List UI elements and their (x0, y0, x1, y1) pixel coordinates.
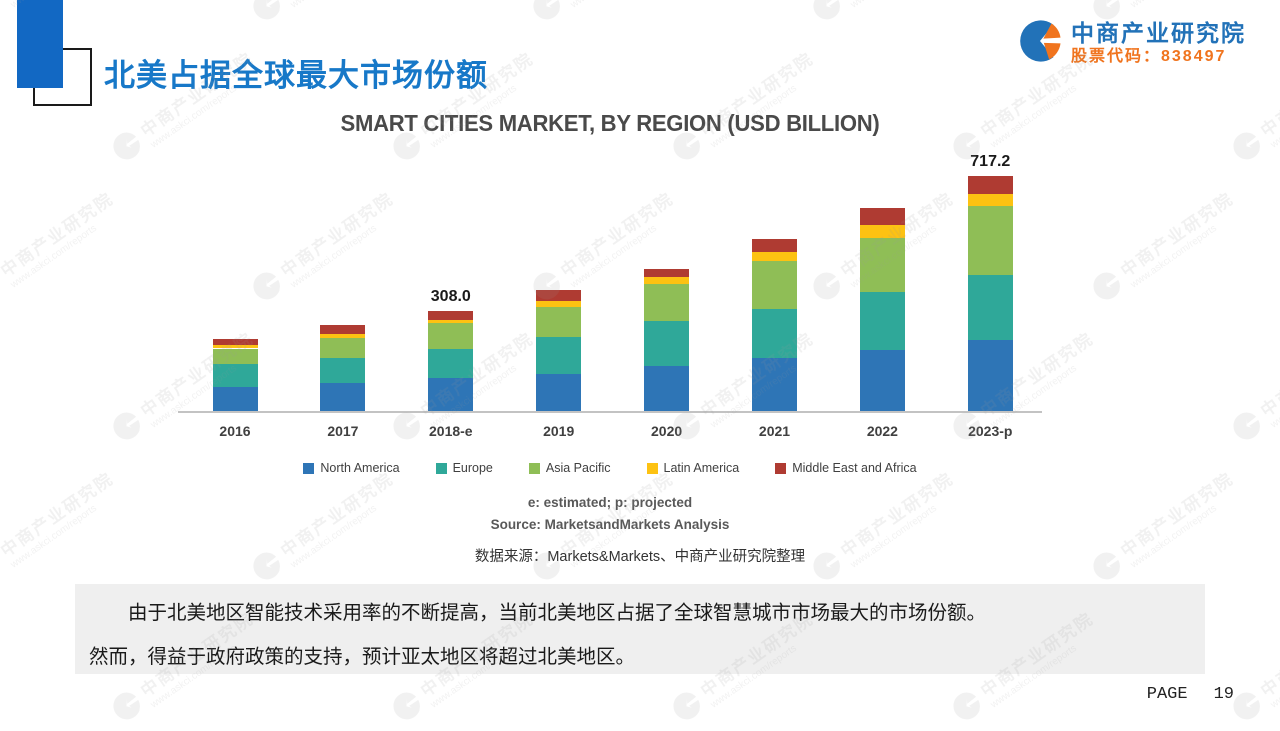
company-name: 中商产业研究院 (1071, 20, 1246, 47)
page-title: 北美占据全球最大市场份额 (104, 58, 488, 93)
summary-line-1: 由于北美地区智能技术采用率的不断提高，当前北美地区占据了全球智慧城市市场最大的市… (128, 603, 987, 624)
stock-code-label: 股票代码：838497 (1071, 48, 1227, 66)
bar-segment-latin-america (644, 277, 690, 285)
bar-segment-north-america (428, 378, 474, 412)
bar-segment-latin-america (752, 252, 797, 261)
chart-note-source: Source: MarketsandMarkets Analysis (490, 517, 730, 532)
summary-line-2: 然而，得益于政府政策的支持，预计亚太地区将超过北美地区。 (89, 647, 636, 668)
legend-swatch (435, 462, 447, 474)
bar-value-label: 717.2 (970, 153, 1011, 171)
bar-segment-europe (859, 291, 905, 350)
legend-item-latin-america: Latin America (646, 461, 740, 475)
bar-segment-middle-east-and-africa (967, 176, 1013, 194)
x-axis-tick-label: 2022 (866, 423, 898, 439)
bar-segment-europe (644, 321, 690, 366)
bar-segment-asia-pacific (644, 284, 690, 322)
page-label: PAGE (1146, 685, 1188, 704)
bar-segment-europe (536, 336, 582, 375)
bar-segment-europe (320, 358, 366, 383)
chart-title: SMART CITIES MARKET, BY REGION (USD BILL… (340, 110, 880, 136)
bar-segment-latin-america (320, 333, 366, 338)
legend-item-north-america: North America (303, 461, 400, 475)
bar-segment-latin-america (428, 319, 474, 324)
bar-segment-middle-east-and-africa (428, 310, 474, 320)
legend-label: Latin America (663, 461, 740, 475)
bar-segment-europe (428, 348, 474, 379)
bar-segment-asia-pacific (967, 205, 1013, 276)
bar-segment-middle-east-and-africa (644, 268, 690, 278)
bar-segment-asia-pacific (212, 348, 258, 364)
bar-segment-middle-east-and-africa (320, 325, 366, 334)
x-axis-tick-label: 2018-e (429, 423, 473, 439)
bar-segment-latin-america (859, 225, 905, 238)
bar-segment-north-america (859, 349, 905, 412)
legend-label: Europe (452, 461, 493, 475)
summary-paragraph: 由于北美地区智能技术采用率的不断提高，当前北美地区占据了全球智慧城市市场最大的市… (75, 584, 1205, 674)
bar-segment-north-america (967, 339, 1013, 412)
bar-value-label: 308.0 (430, 287, 471, 305)
bar-segment-north-america (644, 365, 690, 412)
x-axis-tick-label: 2017 (327, 423, 359, 439)
bar-segment-asia-pacific (428, 323, 474, 349)
data-source-cn: 数据来源：Markets&Markets、中商产业研究院整理 (474, 549, 806, 565)
x-axis-tick-label: 2019 (543, 423, 575, 439)
bar-segment-europe (212, 363, 258, 387)
legend-swatch (528, 462, 540, 474)
bar-segment-latin-america (967, 193, 1013, 206)
legend-swatch (775, 462, 787, 474)
bar-segment-asia-pacific (752, 260, 797, 309)
bar-segment-middle-east-and-africa (859, 208, 905, 226)
page-number-footer: PAGE 19 (1147, 685, 1234, 704)
page-number: 19 (1213, 685, 1234, 704)
bar-segment-north-america (320, 382, 366, 412)
company-logo-icon (1017, 18, 1063, 69)
bar-segment-europe (967, 275, 1013, 340)
legend-label: Middle East and Africa (792, 461, 917, 475)
chart-legend: North America Europe Asia Pacific Latin Ame… (180, 461, 1040, 475)
chart-note-estimated: e: estimated; p: projected (527, 495, 693, 510)
bar-segment-asia-pacific (536, 306, 582, 337)
legend-swatch (646, 462, 658, 474)
bar-segment-north-america (536, 374, 582, 412)
x-axis-tick-label: 2016 (219, 423, 251, 439)
bar-segment-north-america (212, 386, 258, 412)
x-axis-tick-label: 2020 (651, 423, 683, 439)
legend-item-middle-east-and-africa: Middle East and Africa (775, 461, 917, 475)
bar-segment-latin-america (212, 345, 258, 349)
legend-item-europe: Europe (435, 461, 493, 475)
legend-swatch (303, 462, 315, 474)
bar-segment-asia-pacific (859, 237, 905, 292)
bar-segment-europe (752, 308, 797, 359)
bar-segment-asia-pacific (320, 337, 366, 359)
bar-segment-middle-east-and-africa (212, 339, 258, 346)
bar-segment-north-america (752, 358, 797, 412)
legend-label: North America (320, 461, 400, 475)
bar-segment-latin-america (536, 300, 582, 307)
legend-label: Asia Pacific (545, 461, 611, 475)
x-axis-line (178, 411, 1042, 413)
x-axis-tick-label: 2021 (758, 423, 791, 439)
legend-item-asia-pacific: Asia Pacific (528, 461, 611, 475)
x-axis-tick-label: 2023-p (968, 423, 1013, 439)
header-blue-rectangle (17, 0, 63, 88)
bar-segment-middle-east-and-africa (536, 289, 582, 301)
bar-segment-middle-east-and-africa (752, 239, 797, 253)
company-logo: 中商产业研究院 股票代码：838497 (1017, 18, 1246, 69)
